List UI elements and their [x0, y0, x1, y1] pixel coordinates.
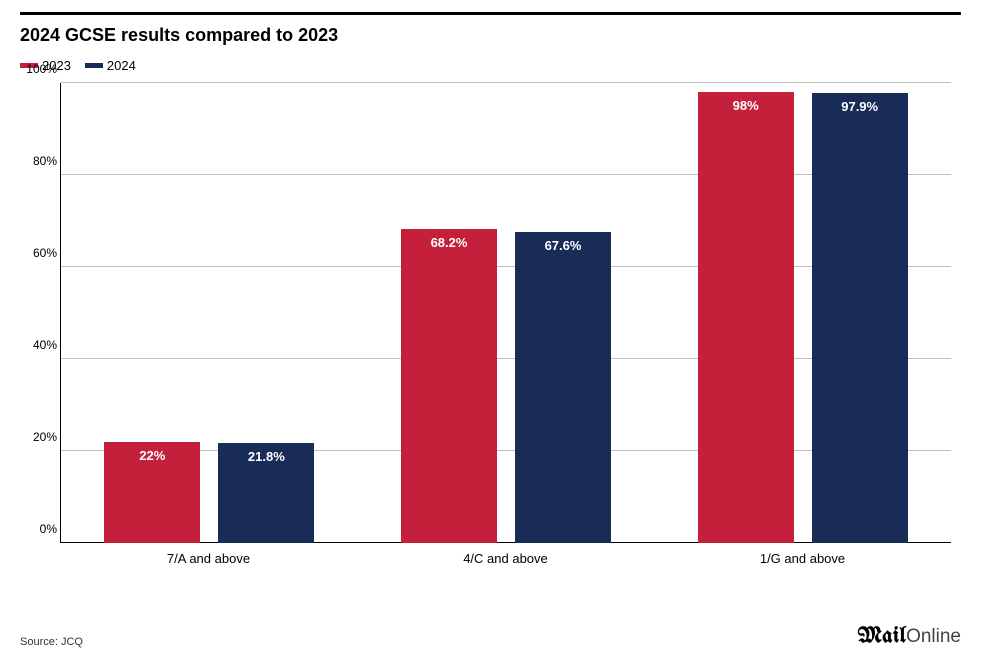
bar-value-label: 98% — [698, 98, 794, 113]
bar-value-label: 97.9% — [812, 99, 908, 114]
mail-online-logo: MailOnline — [858, 625, 961, 648]
bar-2023: 68.2% — [401, 229, 497, 543]
bar-value-label: 68.2% — [401, 235, 497, 250]
x-tick-label: 7/A and above — [60, 551, 357, 566]
source-text: Source: JCQ — [20, 636, 83, 648]
bar-value-label: 67.6% — [515, 238, 611, 253]
footer: Source: JCQ MailOnline — [20, 625, 961, 648]
plot: 100% 80% 60% 40% 20% 0% 22% 21.8% — [60, 83, 951, 543]
bar-2024: 67.6% — [515, 232, 611, 543]
chart-title: 2024 GCSE results compared to 2023 — [20, 25, 961, 46]
legend: 2023 2024 — [20, 58, 961, 73]
bar-group: 22% 21.8% — [61, 83, 358, 543]
chart-area: 100% 80% 60% 40% 20% 0% 22% 21.8% — [60, 83, 951, 565]
logo-online: Online — [906, 626, 961, 647]
x-tick-label: 4/C and above — [357, 551, 654, 566]
y-tick-label: 20% — [21, 430, 57, 444]
legend-swatch-2024 — [85, 63, 103, 68]
bar-value-label: 21.8% — [218, 449, 314, 464]
legend-label: 2024 — [107, 58, 136, 73]
y-tick-label: 0% — [21, 522, 57, 536]
top-rule — [20, 12, 961, 15]
y-tick-label: 80% — [21, 154, 57, 168]
y-tick-label: 60% — [21, 246, 57, 260]
bars: 22% 21.8% 68.2% 67.6% 98% — [61, 83, 951, 543]
x-axis-labels: 7/A and above 4/C and above 1/G and abov… — [60, 551, 951, 566]
logo-mail: Mail — [858, 625, 906, 648]
chart-container: 2024 GCSE results compared to 2023 2023 … — [0, 0, 981, 656]
y-tick-label: 40% — [21, 338, 57, 352]
legend-item-2024: 2024 — [85, 58, 136, 73]
bar-2023: 98% — [698, 92, 794, 543]
bar-2024: 21.8% — [218, 443, 314, 543]
bar-group: 98% 97.9% — [654, 83, 951, 543]
x-tick-label: 1/G and above — [654, 551, 951, 566]
bar-value-label: 22% — [104, 448, 200, 463]
bar-2024: 97.9% — [812, 93, 908, 543]
bar-group: 68.2% 67.6% — [358, 83, 655, 543]
bar-2023: 22% — [104, 442, 200, 543]
y-tick-label: 100% — [21, 62, 57, 76]
